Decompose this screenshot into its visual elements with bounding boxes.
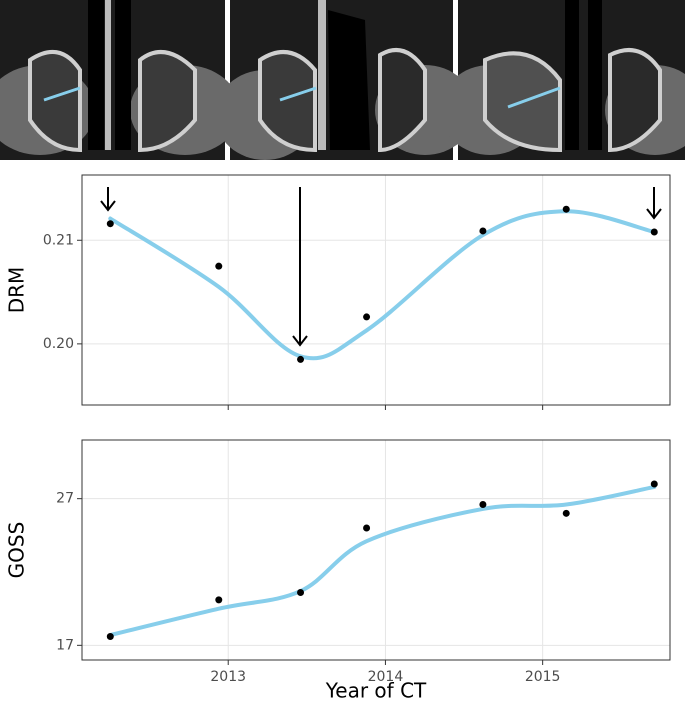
point — [562, 509, 570, 517]
y-tick-label: 0.20 — [43, 336, 74, 352]
arrow — [292, 187, 308, 347]
ct-image — [440, 0, 685, 160]
x-tick-label: 2014 — [368, 669, 404, 685]
y-tick-label: 27 — [56, 491, 74, 507]
point — [215, 596, 223, 604]
x-tick-label: 2015 — [525, 669, 561, 685]
y-axis-title: GOSS — [5, 522, 29, 579]
x-tick-label: 2013 — [210, 669, 246, 685]
ct-image — [215, 0, 475, 160]
panel-border — [81, 439, 671, 661]
point — [479, 227, 487, 235]
ct-image — [0, 0, 240, 160]
point — [297, 589, 305, 597]
point — [562, 205, 570, 213]
arrow — [646, 187, 662, 220]
point — [650, 228, 658, 236]
ct-images — [0, 0, 685, 160]
point — [215, 262, 223, 270]
point — [363, 524, 371, 532]
panel — [82, 175, 670, 405]
smooth-line — [108, 484, 657, 638]
y-axis-title: DRM — [5, 267, 29, 314]
point — [106, 633, 114, 641]
point — [363, 313, 371, 321]
panel — [82, 440, 670, 660]
x-axis-title: Year of CT — [325, 679, 427, 703]
arrows — [100, 187, 662, 347]
arrow — [100, 187, 116, 212]
y-tick-label: 17 — [56, 637, 74, 653]
point — [650, 480, 658, 488]
point — [479, 501, 487, 509]
panel-border — [81, 174, 671, 406]
y-tick-label: 0.21 — [43, 232, 74, 248]
point — [297, 355, 305, 363]
point — [106, 220, 114, 228]
